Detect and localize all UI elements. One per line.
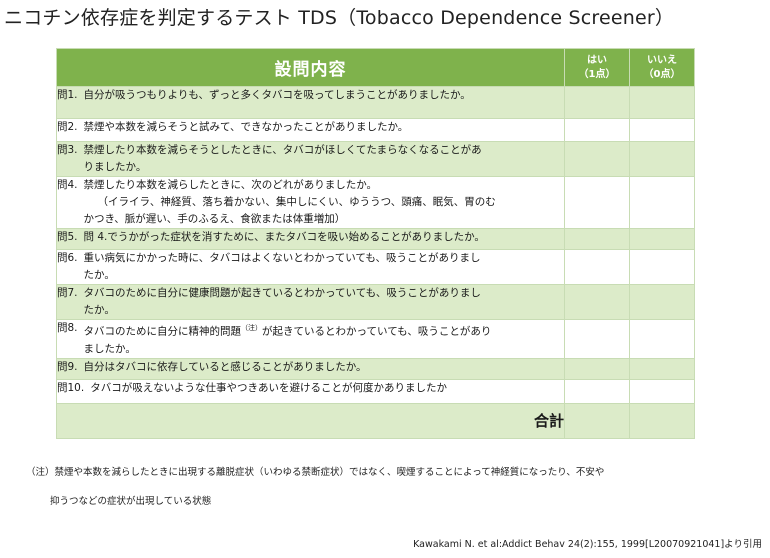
question-cell: 問3. 禁煙したり本数を減らそうとしたときに、タバコがほしくてたまらなくなること… (56, 141, 565, 177)
question-cell: 問7. タバコのために自分に健康問題が起きているとわかっていても、吸うことがあり… (56, 284, 565, 320)
question-text: 自分はタバコに依存していると感じることがありましたか。 (83, 360, 367, 373)
table-header-row: 設問内容 はい （1点） いいえ （0点） (56, 48, 695, 87)
question-number: 問6. (57, 252, 78, 264)
answer-no-cell[interactable] (629, 378, 695, 404)
question-number: 問2. (57, 121, 78, 133)
answer-no-cell[interactable] (629, 86, 695, 119)
question-number: 問9. (57, 360, 78, 373)
answer-no-cell[interactable] (629, 357, 695, 380)
answer-yes-cell[interactable] (564, 378, 630, 404)
total-yes-cell[interactable] (564, 402, 630, 439)
question-cell: 問8. タバコのために自分に精神的問題（注）が起きているとわかっていても、吸うこ… (56, 319, 565, 359)
question-cell: 問2. 禁煙や本数を減らそうと試みて、できなかったことがありましたか。 (56, 118, 565, 142)
table-row: 問8. タバコのために自分に精神的問題（注）が起きているとわかっていても、吸うこ… (56, 319, 695, 359)
question-cell: 問9. 自分はタバコに依存していると感じることがありましたか。 (56, 357, 565, 380)
question-number: 問7. (57, 287, 78, 299)
answer-yes-cell[interactable] (564, 141, 630, 177)
question-number: 問3. (57, 144, 78, 156)
answer-no-cell[interactable] (629, 284, 695, 320)
total-no-cell[interactable] (629, 402, 695, 439)
total-row: 合計 (56, 402, 695, 439)
question-cell: 問6. 重い病気にかかった時に、タバコはよくないとわかっていても、吸うことがあり… (56, 249, 565, 285)
footnote-line-2: 抑うつなどの症状が出現している状態 (50, 496, 212, 507)
answer-no-cell[interactable] (629, 141, 695, 177)
answer-no-cell[interactable] (629, 249, 695, 285)
table-row: 問5. 問 4.でうかがった症状を消すために、またタバコを吸い始めることがありま… (56, 228, 695, 250)
answer-yes-cell[interactable] (564, 86, 630, 119)
header-question-content: 設問内容 (56, 48, 565, 87)
tds-table: 設問内容 はい （1点） いいえ （0点） 問1. 自分が吸うつもりよりも、ずっ… (56, 48, 695, 439)
question-text: 禁煙したり本数を減らしたときに、次のどれがありましたか。 （イライラ、神経質、落ち… (83, 179, 496, 225)
question-cell: 問10. タバコが吸えないような仕事やつきあいを避けることが何度かありましたか (56, 378, 565, 404)
answer-yes-cell[interactable] (564, 176, 630, 229)
question-text: 禁煙したり本数を減らそうとしたときに、タバコがほしくてたまらなくなることがあ りま… (83, 144, 482, 173)
question-number: 問4. (57, 179, 78, 191)
answer-no-cell[interactable] (629, 118, 695, 142)
answer-yes-cell[interactable] (564, 284, 630, 320)
header-no: いいえ （0点） (629, 48, 695, 87)
answer-yes-cell[interactable] (564, 228, 630, 250)
page-title: ニコチン依存症を判定するテスト TDS（Tobacco Dependence S… (4, 7, 675, 29)
table-row: 問9. 自分はタバコに依存していると感じることがありましたか。 (56, 357, 695, 380)
table-row: 問3. 禁煙したり本数を減らそうとしたときに、タバコがほしくてたまらなくなること… (56, 141, 695, 177)
answer-yes-cell[interactable] (564, 319, 630, 359)
answer-no-cell[interactable] (629, 319, 695, 359)
question-text: 重い病気にかかった時に、タバコはよくないとわかっていても、吸うことがありまし たか… (83, 252, 481, 281)
table-row: 問1. 自分が吸うつもりよりも、ずっと多くタバコを吸ってしまうことがありましたか… (56, 86, 695, 119)
note-marker: （注） (241, 324, 263, 332)
footnote-line-1: （注）禁煙や本数を減らしたときに出現する離脱症状（いわゆる禁断症状）ではなく、喫… (26, 467, 605, 478)
table-row: 問6. 重い病気にかかった時に、タバコはよくないとわかっていても、吸うことがあり… (56, 249, 695, 285)
question-text: タバコのために自分に精神的問題（注）が起きているとわかっていても、吸うことがあり… (83, 324, 492, 355)
table-row: 問10. タバコが吸えないような仕事やつきあいを避けることが何度かありましたか (56, 378, 695, 404)
question-text: 禁煙や本数を減らそうと試みて、できなかったことがありましたか。 (83, 121, 409, 133)
header-no-label: いいえ (647, 54, 677, 66)
question-text: タバコのために自分に健康問題が起きているとわかっていても、吸うことがありまし たか… (83, 287, 481, 316)
table-row: 問4. 禁煙したり本数を減らしたときに、次のどれがありましたか。 （イライラ、神経… (56, 176, 695, 229)
question-text: タバコが吸えないような仕事やつきあいを避けることが何度かありましたか (90, 381, 447, 394)
answer-yes-cell[interactable] (564, 249, 630, 285)
question-number: 問5. (57, 231, 78, 243)
question-number: 問8. (57, 322, 78, 334)
question-cell: 問5. 問 4.でうかがった症状を消すために、またタバコを吸い始めることがありま… (56, 228, 565, 250)
header-yes-points: （1点） (578, 68, 616, 80)
header-no-points: （0点） (643, 68, 681, 80)
table-row: 問2. 禁煙や本数を減らそうと試みて、できなかったことがありましたか。 (56, 118, 695, 142)
question-cell: 問4. 禁煙したり本数を減らしたときに、次のどれがありましたか。 （イライラ、神経… (56, 176, 565, 229)
header-yes-label: はい (587, 54, 607, 66)
question-number: 問1. (57, 89, 78, 101)
question-number: 問10. (57, 381, 85, 394)
question-cell: 問1. 自分が吸うつもりよりも、ずっと多くタバコを吸ってしまうことがありましたか… (56, 86, 565, 119)
question-text: 問 4.でうかがった症状を消すために、またタバコを吸い始めることがありましたか。 (83, 231, 485, 243)
answer-no-cell[interactable] (629, 176, 695, 229)
citation: Kawakami N. et al:Addict Behav 24(2):155… (413, 539, 762, 550)
total-label: 合計 (56, 402, 565, 439)
question-text: 自分が吸うつもりよりも、ずっと多くタバコを吸ってしまうことがありましたか。 (83, 89, 471, 101)
answer-yes-cell[interactable] (564, 357, 630, 380)
table-row: 問7. タバコのために自分に健康問題が起きているとわかっていても、吸うことがあり… (56, 284, 695, 320)
answer-no-cell[interactable] (629, 228, 695, 250)
answer-yes-cell[interactable] (564, 118, 630, 142)
header-yes: はい （1点） (564, 48, 630, 87)
